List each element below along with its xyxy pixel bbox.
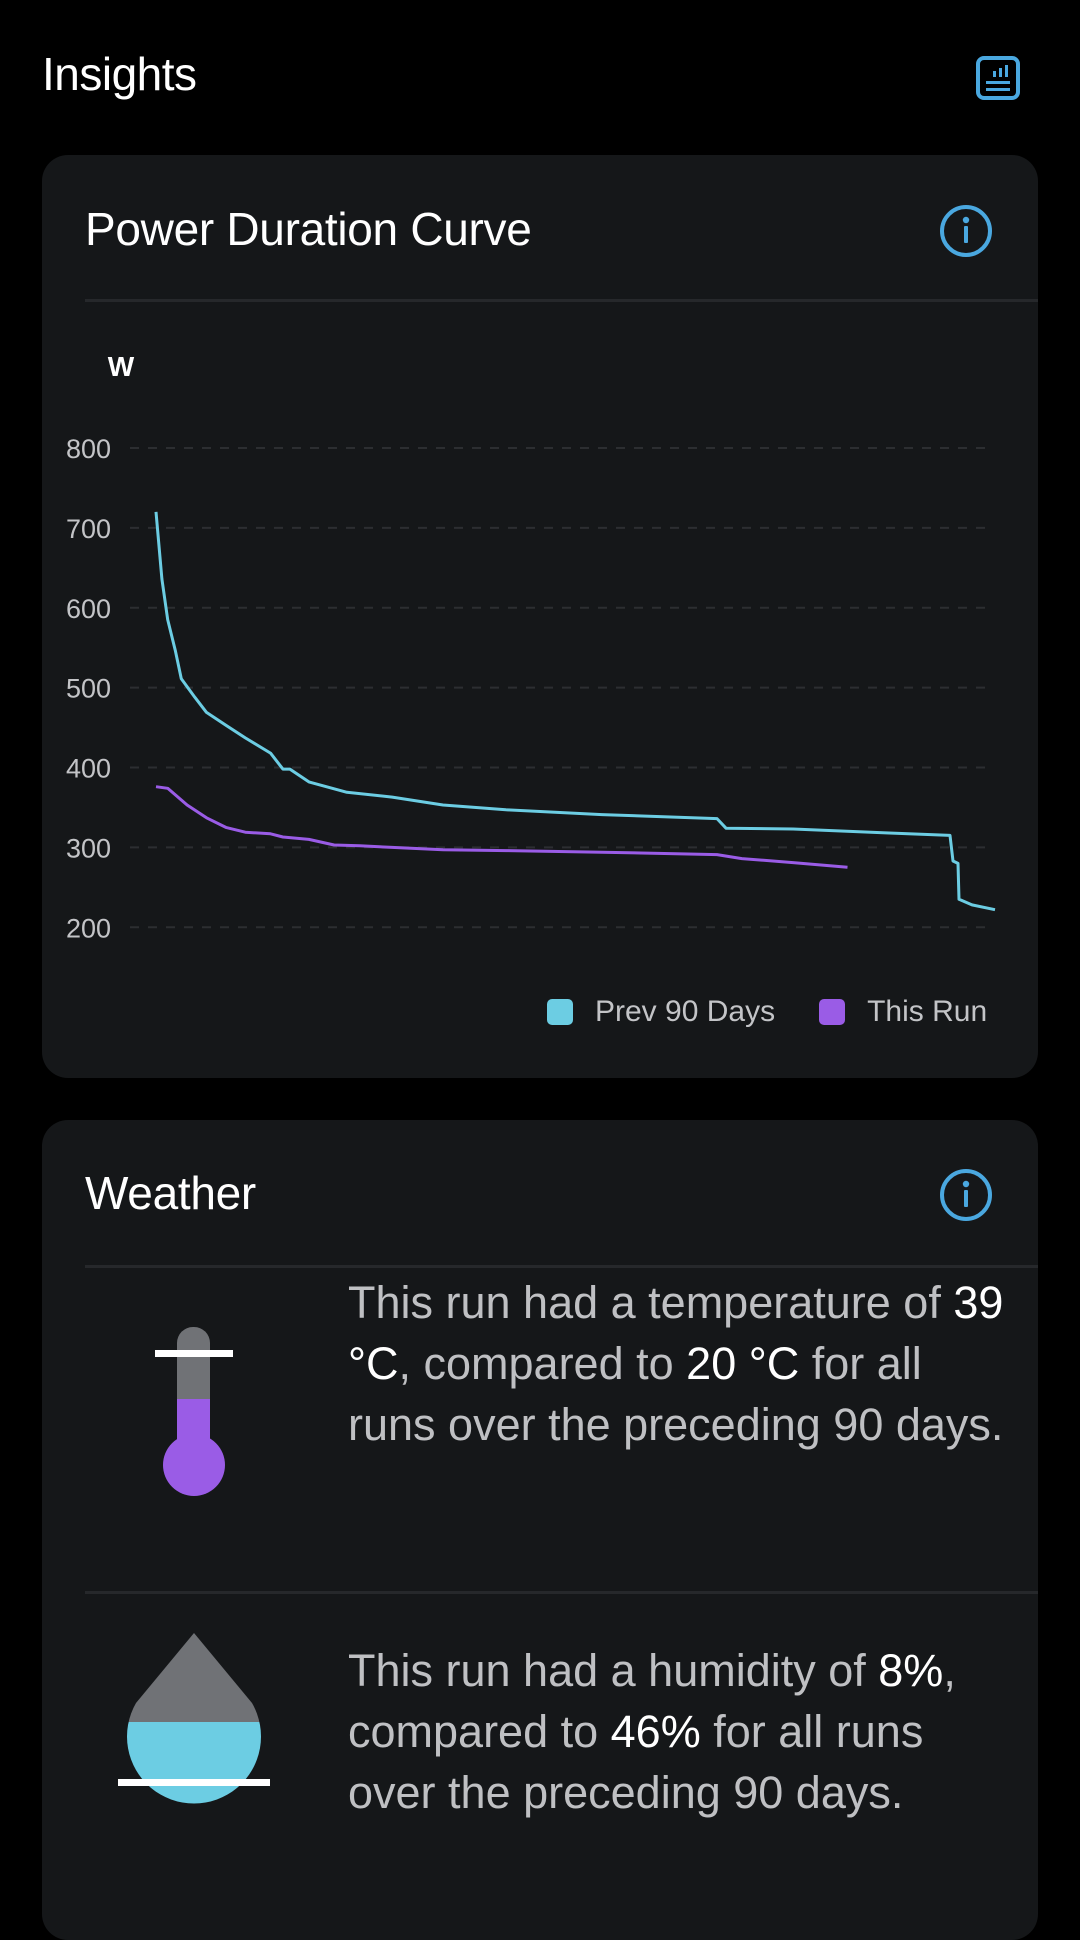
legend-label-this-run: This Run [867, 995, 988, 1028]
humidity-summary: This run had a humidity of 8%, compared … [348, 1640, 1008, 1823]
card-title: Weather [85, 1167, 256, 1219]
weather-card: Weather This run had a temperature of 39 [42, 1120, 1038, 1940]
info-icon [940, 1169, 992, 1221]
report-button[interactable] [974, 54, 1022, 102]
y-tick-label: 200 [66, 913, 111, 943]
y-tick-label: 700 [66, 514, 111, 544]
power-duration-card: Power Duration Curve W 01002003004005006… [42, 155, 1038, 1078]
info-button[interactable] [938, 203, 994, 259]
series-line-prev-90-days [154, 511, 996, 912]
power-duration-chart: W 0100200300400500600700800 10s1m5m10m15… [66, 351, 996, 943]
y-tick-label: 400 [66, 754, 111, 784]
info-icon [940, 205, 992, 257]
info-button[interactable] [938, 1167, 994, 1223]
card-title: Power Duration Curve [85, 203, 532, 255]
temperature-text: , compared to [398, 1338, 674, 1389]
humidity-text: This run had a humidity of [348, 1645, 866, 1696]
legend-label-prev: Prev 90 Days [595, 995, 776, 1028]
y-tick-label: 800 [66, 434, 111, 464]
y-tick-label: 500 [66, 674, 111, 704]
thermometer-icon [155, 1327, 233, 1496]
divider [85, 1265, 1038, 1268]
average-temperature-value: 20 °C [686, 1338, 800, 1389]
weather-icons [118, 1327, 270, 1804]
legend-swatch-prev [547, 999, 573, 1025]
humidity-text: for all runs over the preceding 90 days. [348, 1706, 924, 1818]
page-title: Insights [42, 48, 197, 100]
y-axis-label: W [108, 351, 135, 382]
run-temperature-value: 39 °C [348, 1277, 1004, 1389]
chart-legend: Prev 90 Days This Run [547, 995, 987, 1029]
humidity-text: , compared to [348, 1645, 956, 1757]
series-line-this-run [155, 785, 848, 869]
temperature-text: for all runs over the preceding 90 days. [348, 1338, 1004, 1450]
report-chart-icon [976, 56, 1020, 100]
legend-swatch-this-run [819, 999, 846, 1025]
temperature-text: This run had a temperature of [348, 1277, 941, 1328]
divider [85, 299, 1038, 302]
water-drop-icon [118, 1633, 270, 1804]
divider [85, 1591, 1038, 1594]
temperature-summary: This run had a temperature of 39 °C, com… [348, 1272, 1008, 1455]
run-humidity-value: 8% [878, 1645, 944, 1696]
y-tick-label: 600 [66, 594, 111, 624]
y-tick-label: 300 [66, 833, 111, 863]
average-humidity-value: 46% [610, 1706, 701, 1757]
